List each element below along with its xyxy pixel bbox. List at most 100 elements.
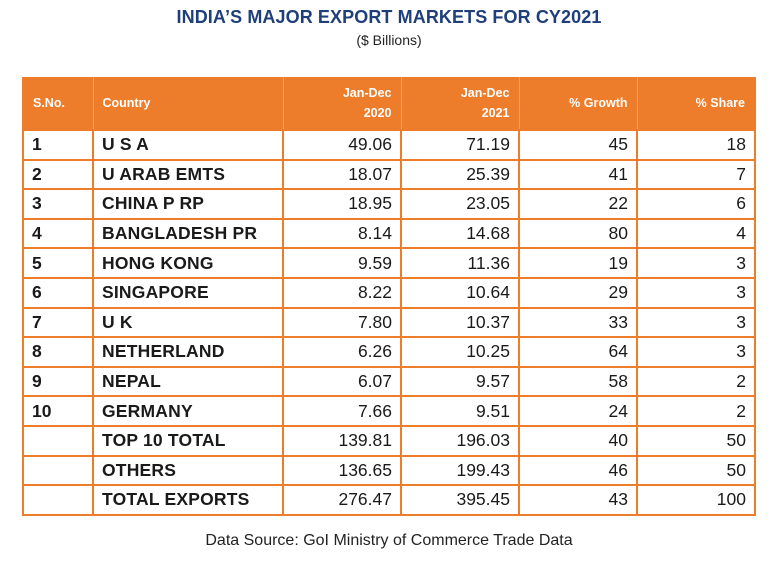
cell-share: 3 (636, 336, 756, 368)
cell-value-2021: 11.36 (400, 247, 520, 279)
cell-value-2020: 8.14 (282, 217, 402, 250)
table-row: 9 NEPAL 6.07 9.57 58 2 (22, 365, 756, 398)
cell-sno: 10 (22, 395, 94, 427)
cell-sno: 8 (22, 336, 94, 368)
data-source-note: Data Source: GoI Ministry of Commerce Tr… (205, 532, 573, 549)
cell-value-2021: 395.45 (400, 484, 520, 516)
cell-share: 100 (636, 484, 756, 516)
cell-growth: 58 (518, 365, 638, 398)
column-header-line: Jan-Dec (342, 86, 392, 100)
cell-value-2021: 199.43 (400, 454, 520, 487)
cell-country: HONG KONG (92, 247, 284, 279)
cell-growth: 43 (518, 484, 638, 516)
cell-value-2021: 25.39 (400, 158, 520, 191)
cell-value-2021: 14.68 (400, 217, 520, 250)
cell-value-2021: 10.37 (400, 306, 520, 339)
cell-value-2020: 18.95 (282, 188, 402, 220)
cell-growth: 46 (518, 454, 638, 487)
column-header-line: 2021 (481, 106, 510, 120)
cell-country: NETHERLAND (92, 336, 284, 368)
cell-value-2021: 196.03 (400, 424, 520, 457)
cell-sno (22, 424, 94, 457)
column-header-line: % Growth (569, 96, 628, 110)
cell-growth: 40 (518, 424, 638, 457)
cell-growth: 45 (518, 129, 638, 161)
cell-country: TOP 10 TOTAL (92, 424, 284, 457)
column-header-line: S.No. (33, 96, 65, 110)
cell-value-2020: 9.59 (282, 247, 402, 279)
cell-growth: 29 (518, 276, 638, 309)
cell-sno (22, 484, 94, 516)
cell-growth: 64 (518, 336, 638, 368)
column-header-growth: % Growth (518, 77, 638, 130)
cell-share: 50 (636, 454, 756, 487)
column-header-line: 2020 (363, 106, 392, 120)
table-row: 4 BANGLADESH PR 8.14 14.68 80 4 (22, 217, 756, 250)
cell-country: U ARAB EMTS (92, 158, 284, 191)
cell-value-2020: 276.47 (282, 484, 402, 516)
table-row: 8 NETHERLAND 6.26 10.25 64 3 (22, 336, 756, 368)
cell-share: 6 (636, 188, 756, 220)
cell-sno: 9 (22, 365, 94, 398)
cell-value-2021: 10.64 (400, 276, 520, 309)
cell-value-2020: 8.22 (282, 276, 402, 309)
cell-country: NEPAL (92, 365, 284, 398)
cell-growth: 19 (518, 247, 638, 279)
table-row: 10 GERMANY 7.66 9.51 24 2 (22, 395, 756, 427)
cell-country: U S A (92, 129, 284, 161)
column-header-line: % Share (695, 96, 745, 110)
cell-value-2021: 71.19 (400, 129, 520, 161)
cell-value-2020: 7.66 (282, 395, 402, 427)
cell-value-2020: 6.26 (282, 336, 402, 368)
cell-value-2020: 49.06 (282, 129, 402, 161)
column-header-line: Jan-Dec (460, 86, 510, 100)
cell-value-2020: 7.80 (282, 306, 402, 339)
cell-value-2020: 6.07 (282, 365, 402, 398)
cell-value-2020: 136.65 (282, 454, 402, 487)
cell-share: 50 (636, 424, 756, 457)
cell-sno: 6 (22, 276, 94, 309)
cell-sno: 5 (22, 247, 94, 279)
cell-share: 3 (636, 306, 756, 339)
cell-value-2021: 9.51 (400, 395, 520, 427)
cell-share: 7 (636, 158, 756, 191)
cell-growth: 80 (518, 217, 638, 250)
table-row: 3 CHINA P RP 18.95 23.05 22 6 (22, 188, 756, 220)
cell-country: SINGAPORE (92, 276, 284, 309)
cell-value-2021: 10.25 (400, 336, 520, 368)
cell-country: TOTAL EXPORTS (92, 484, 284, 516)
cell-country: GERMANY (92, 395, 284, 427)
cell-growth: 33 (518, 306, 638, 339)
cell-country: U K (92, 306, 284, 339)
cell-sno (22, 454, 94, 487)
chart-title: INDIA’S MAJOR EXPORT MARKETS FOR CY2021 (176, 7, 602, 27)
cell-value-2020: 139.81 (282, 424, 402, 457)
table-row: 5 HONG KONG 9.59 11.36 19 3 (22, 247, 756, 279)
cell-country: OTHERS (92, 454, 284, 487)
cell-share: 18 (636, 129, 756, 161)
cell-country: CHINA P RP (92, 188, 284, 220)
table-header-row: S.No. Country Jan-Dec 2020 Jan-Dec 2021 … (22, 77, 756, 130)
cell-sno: 3 (22, 188, 94, 220)
table-row: 6 SINGAPORE 8.22 10.64 29 3 (22, 276, 756, 309)
cell-value-2021: 9.57 (400, 365, 520, 398)
column-header-line: Country (102, 96, 151, 110)
column-header-jan-dec-2020: Jan-Dec 2020 (282, 77, 402, 130)
cell-sno: 1 (22, 129, 94, 161)
cell-growth: 24 (518, 395, 638, 427)
export-markets-table: S.No. Country Jan-Dec 2020 Jan-Dec 2021 … (22, 77, 756, 516)
chart-subtitle: ($ Billions) (356, 32, 422, 48)
column-header-sno: S.No. (22, 77, 94, 130)
column-header-share: % Share (636, 77, 756, 130)
cell-share: 4 (636, 217, 756, 250)
cell-value-2021: 23.05 (400, 188, 520, 220)
cell-country: BANGLADESH PR (92, 217, 284, 250)
cell-share: 3 (636, 276, 756, 309)
cell-share: 2 (636, 395, 756, 427)
column-header-country: Country (92, 77, 284, 130)
cell-sno: 4 (22, 217, 94, 250)
